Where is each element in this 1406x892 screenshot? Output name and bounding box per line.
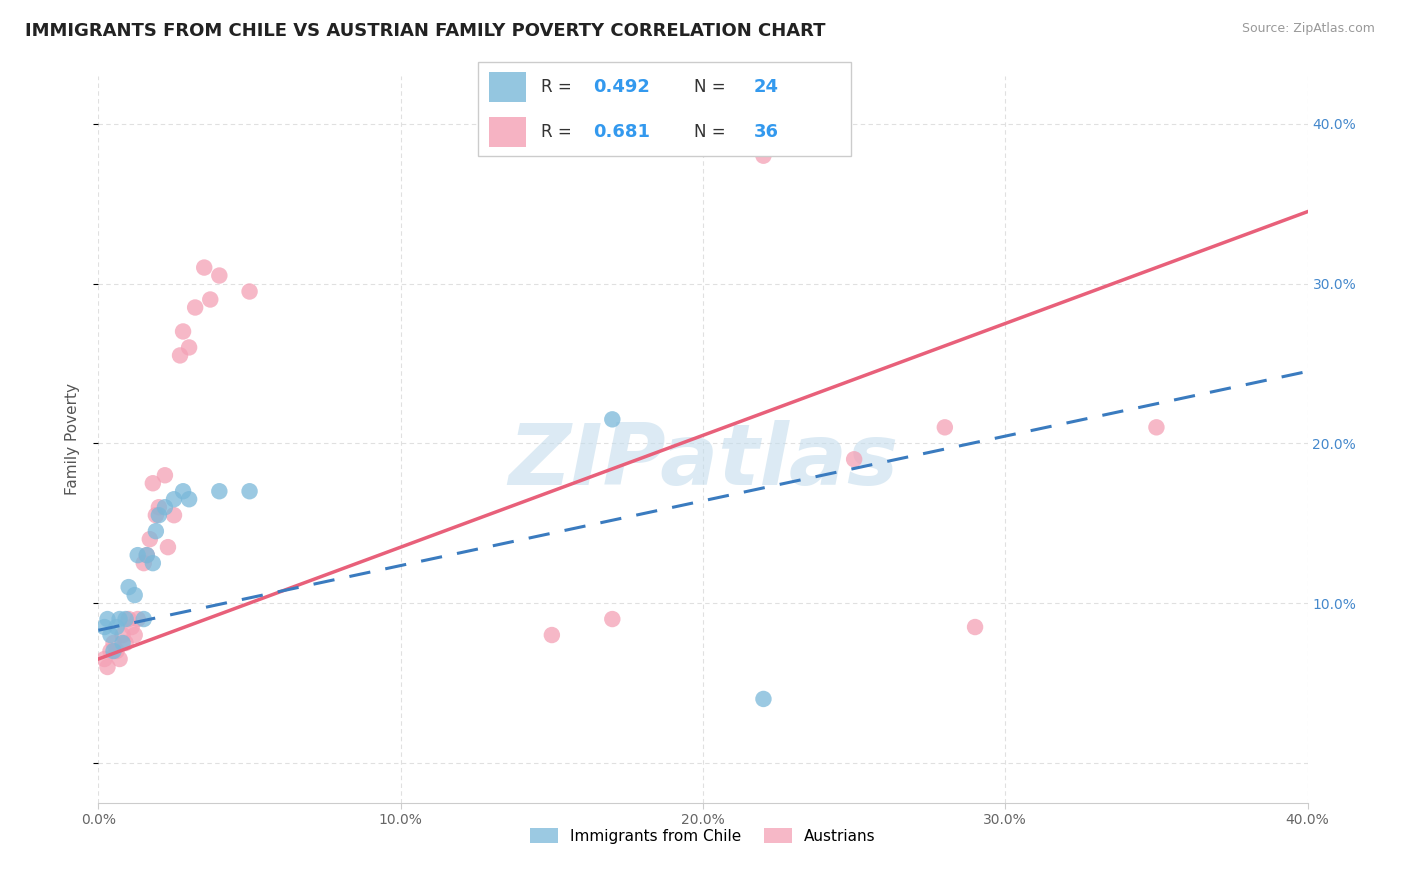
Text: N =: N = bbox=[695, 123, 731, 141]
Text: ZIPatlas: ZIPatlas bbox=[508, 419, 898, 502]
Bar bbox=[489, 117, 526, 147]
Point bbox=[93, 620, 115, 634]
Text: 0.492: 0.492 bbox=[593, 78, 651, 95]
Text: 36: 36 bbox=[754, 123, 779, 141]
Point bbox=[148, 508, 170, 523]
Point bbox=[100, 644, 122, 658]
Point bbox=[127, 548, 149, 562]
Point bbox=[193, 260, 215, 275]
Point bbox=[145, 524, 167, 538]
FancyBboxPatch shape bbox=[478, 62, 851, 156]
Point bbox=[965, 620, 987, 634]
Text: N =: N = bbox=[695, 78, 731, 95]
Point bbox=[145, 508, 167, 523]
Point bbox=[540, 628, 562, 642]
Point bbox=[184, 301, 207, 315]
Point bbox=[172, 325, 194, 339]
Point bbox=[1144, 420, 1167, 434]
Point bbox=[132, 556, 155, 570]
Point bbox=[602, 412, 624, 426]
Point bbox=[105, 644, 128, 658]
Point bbox=[135, 548, 157, 562]
Point bbox=[127, 612, 149, 626]
Point bbox=[142, 476, 165, 491]
Point bbox=[124, 588, 146, 602]
Point bbox=[208, 268, 231, 283]
Point bbox=[934, 420, 956, 434]
Point bbox=[142, 556, 165, 570]
Bar bbox=[489, 72, 526, 102]
Point bbox=[96, 612, 118, 626]
Point bbox=[103, 644, 125, 658]
Point bbox=[118, 612, 141, 626]
Point bbox=[179, 341, 201, 355]
Point bbox=[169, 348, 191, 362]
Text: R =: R = bbox=[541, 123, 578, 141]
Y-axis label: Family Poverty: Family Poverty bbox=[65, 384, 80, 495]
Point bbox=[148, 500, 170, 515]
Point bbox=[108, 612, 131, 626]
Point bbox=[208, 484, 231, 499]
Point bbox=[200, 293, 222, 307]
Point bbox=[163, 492, 186, 507]
Point bbox=[139, 532, 162, 546]
Text: 24: 24 bbox=[754, 78, 779, 95]
Point bbox=[111, 628, 134, 642]
Point bbox=[132, 612, 155, 626]
Point bbox=[96, 660, 118, 674]
Point bbox=[93, 652, 115, 666]
Point bbox=[602, 612, 624, 626]
Point bbox=[172, 484, 194, 499]
Point bbox=[111, 636, 134, 650]
Point bbox=[752, 149, 775, 163]
Text: Source: ZipAtlas.com: Source: ZipAtlas.com bbox=[1241, 22, 1375, 36]
Point bbox=[153, 500, 176, 515]
Point bbox=[105, 620, 128, 634]
Point bbox=[114, 636, 136, 650]
Text: IMMIGRANTS FROM CHILE VS AUSTRIAN FAMILY POVERTY CORRELATION CHART: IMMIGRANTS FROM CHILE VS AUSTRIAN FAMILY… bbox=[25, 22, 825, 40]
Point bbox=[135, 548, 157, 562]
Point bbox=[153, 468, 176, 483]
Point bbox=[114, 612, 136, 626]
Point bbox=[179, 492, 201, 507]
Point bbox=[121, 620, 143, 634]
Point bbox=[239, 285, 262, 299]
Point bbox=[118, 580, 141, 594]
Text: 0.681: 0.681 bbox=[593, 123, 651, 141]
Point bbox=[124, 628, 146, 642]
Point bbox=[156, 540, 179, 554]
Legend: Immigrants from Chile, Austrians: Immigrants from Chile, Austrians bbox=[524, 822, 882, 850]
Point bbox=[239, 484, 262, 499]
Text: R =: R = bbox=[541, 78, 578, 95]
Point bbox=[163, 508, 186, 523]
Point bbox=[108, 652, 131, 666]
Point bbox=[752, 692, 775, 706]
Point bbox=[103, 636, 125, 650]
Point bbox=[100, 628, 122, 642]
Point bbox=[844, 452, 866, 467]
